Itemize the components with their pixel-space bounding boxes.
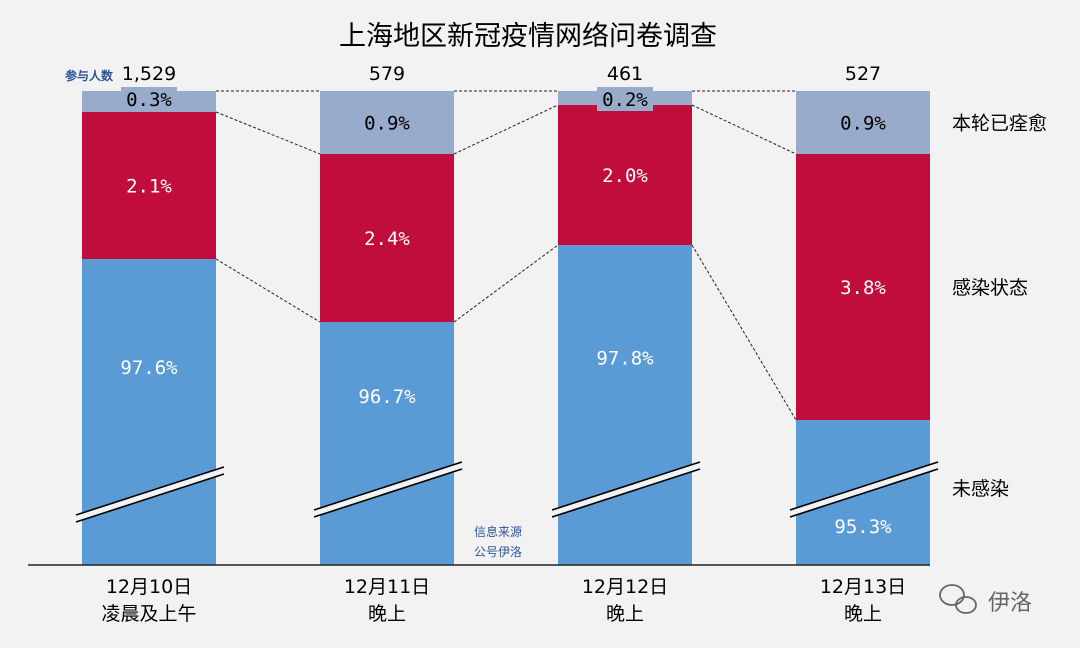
connector-line <box>215 258 321 323</box>
bar-recovered-4 <box>796 91 930 154</box>
bar-infected-1 <box>82 112 216 259</box>
axis-break-line <box>789 461 939 511</box>
label-recovered-1: 0.3% <box>126 89 172 111</box>
category-label-1-line-2: 凌晨及上午 <box>101 603 196 625</box>
label-uninfected-4: 95.3% <box>834 516 892 538</box>
axis-break-1 <box>76 467 224 522</box>
legend-uninfected: 未感染 <box>952 478 1009 500</box>
axis-break-line <box>75 473 225 523</box>
axis-break-line <box>551 461 701 511</box>
label-infected-2: 2.4% <box>364 228 410 250</box>
chart-title: 上海地区新冠疫情网络问卷调查 <box>339 21 717 52</box>
label-infected-1: 2.1% <box>126 176 172 198</box>
category-label-4-line-1: 12月13日 <box>820 576 906 598</box>
participant-count-4: 527 <box>845 63 881 85</box>
label-recovered-3: 0.2% <box>602 89 648 111</box>
legend-infected: 感染状态 <box>952 277 1028 299</box>
category-label-1-line-1: 12月10日 <box>106 576 192 598</box>
category-label-2-line-1: 12月11日 <box>344 576 430 598</box>
label-recovered-bg <box>597 87 653 111</box>
label-uninfected-3: 97.8% <box>596 348 654 370</box>
bar-uninfected-1 <box>82 259 216 565</box>
connector-line <box>215 111 321 155</box>
bar-uninfected-3 <box>558 245 692 565</box>
source-note-line-2: 公号伊洛 <box>474 544 522 559</box>
label-infected-3: 2.0% <box>602 165 648 187</box>
connector-line <box>453 104 559 155</box>
label-uninfected-1: 97.6% <box>120 357 178 379</box>
label-uninfected-2: 96.7% <box>358 386 416 408</box>
axis-break-line <box>551 468 701 518</box>
participant-count-1: 1,529 <box>122 63 176 85</box>
bar-infected-3 <box>558 105 692 245</box>
participant-count-3: 461 <box>607 63 643 85</box>
watermark-text: 伊洛 <box>988 591 1032 616</box>
label-recovered-2: 0.9% <box>364 113 410 135</box>
axis-break-2 <box>314 462 462 517</box>
bar-infected-4 <box>796 154 930 420</box>
category-label-3-line-1: 12月12日 <box>582 576 668 598</box>
connector-lines <box>215 90 797 421</box>
participant-count-2: 579 <box>369 63 405 85</box>
axis-break-line <box>313 468 463 518</box>
wechat-icon <box>939 584 977 614</box>
category-label-2-line-2: 晚上 <box>368 603 406 625</box>
connector-line <box>691 104 797 155</box>
bars-layer: 0.3% 2.1% 97.6% 0.9% 2.4% 96.7% 0.2% 2.0% 97.8% 0… <box>75 87 939 565</box>
axis-break-line <box>789 468 939 518</box>
bar-uninfected-2 <box>320 322 454 565</box>
label-recovered-bg <box>121 87 177 111</box>
legend-recovered: 本轮已痊愈 <box>952 113 1047 135</box>
category-label-4-line-2: 晚上 <box>844 603 882 625</box>
bar-infected-2 <box>320 154 454 322</box>
watermark: 伊洛 <box>939 584 1032 616</box>
axis-break-3 <box>552 462 700 517</box>
category-label-3-line-2: 晚上 <box>606 603 644 625</box>
connector-line <box>453 244 559 323</box>
bar-recovered-2 <box>320 91 454 154</box>
connector-line <box>691 244 797 421</box>
axis-break-4 <box>790 462 938 517</box>
axis-break-line <box>75 466 225 516</box>
axis-break-line <box>313 461 463 511</box>
label-infected-4: 3.8% <box>840 277 886 299</box>
label-recovered-4: 0.9% <box>840 113 886 135</box>
source-note-line-1: 信息来源 <box>474 524 522 539</box>
participants-label: 参与人数 <box>65 68 114 83</box>
